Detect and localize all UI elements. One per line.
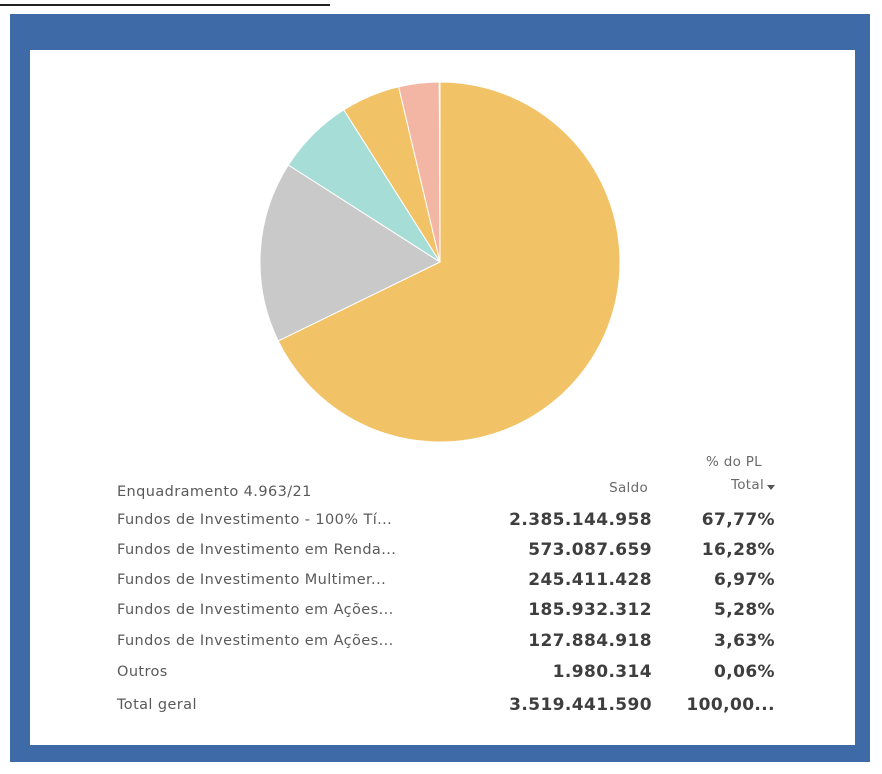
row-pct: 5,28% (714, 600, 775, 620)
row-pct: 0,06% (714, 662, 775, 682)
row-saldo: 245.411.428 (528, 570, 652, 590)
row-pct: 100,00... (686, 695, 775, 715)
pie-slice (438, 81, 441, 263)
header-pct-total[interactable]: Total (730, 477, 764, 493)
row-name: Fundos de Investimento Multimer... (117, 572, 386, 588)
row-name: Fundos de Investimento em Ações... (117, 633, 394, 649)
header-name: Enquadramento 4.963/21 (117, 484, 312, 500)
header-saldo[interactable]: Saldo (609, 480, 648, 496)
row-pct: 67,77% (702, 510, 775, 530)
row-pct: 6,97% (714, 570, 775, 590)
row-saldo: 573.087.659 (528, 540, 652, 560)
row-name: Total geral (116, 697, 197, 713)
row-saldo: 185.932.312 (528, 600, 652, 620)
row-name: Outros (117, 664, 168, 680)
row-pct: 16,28% (702, 540, 775, 560)
pie-slice (277, 81, 621, 443)
row-name: Fundos de Investimento em Ações... (117, 602, 394, 618)
row-saldo: 1.980.314 (553, 662, 652, 682)
row-name: Fundos de Investimento em Renda... (117, 542, 396, 558)
sort-icon[interactable] (767, 485, 775, 490)
table: Enquadramento 4.963/21 Saldo % do PL Tot… (116, 454, 775, 715)
row-pct: 3,63% (714, 631, 775, 651)
header-pct[interactable]: % do PL (706, 454, 762, 470)
pie-chart (259, 81, 621, 443)
row-saldo: 3.519.441.590 (509, 695, 652, 715)
row-saldo: 2.385.144.958 (509, 510, 652, 530)
pie-slice (259, 164, 442, 342)
row-name: Fundos de Investimento - 100% Tí... (117, 512, 392, 528)
row-saldo: 127.884.918 (528, 631, 652, 651)
